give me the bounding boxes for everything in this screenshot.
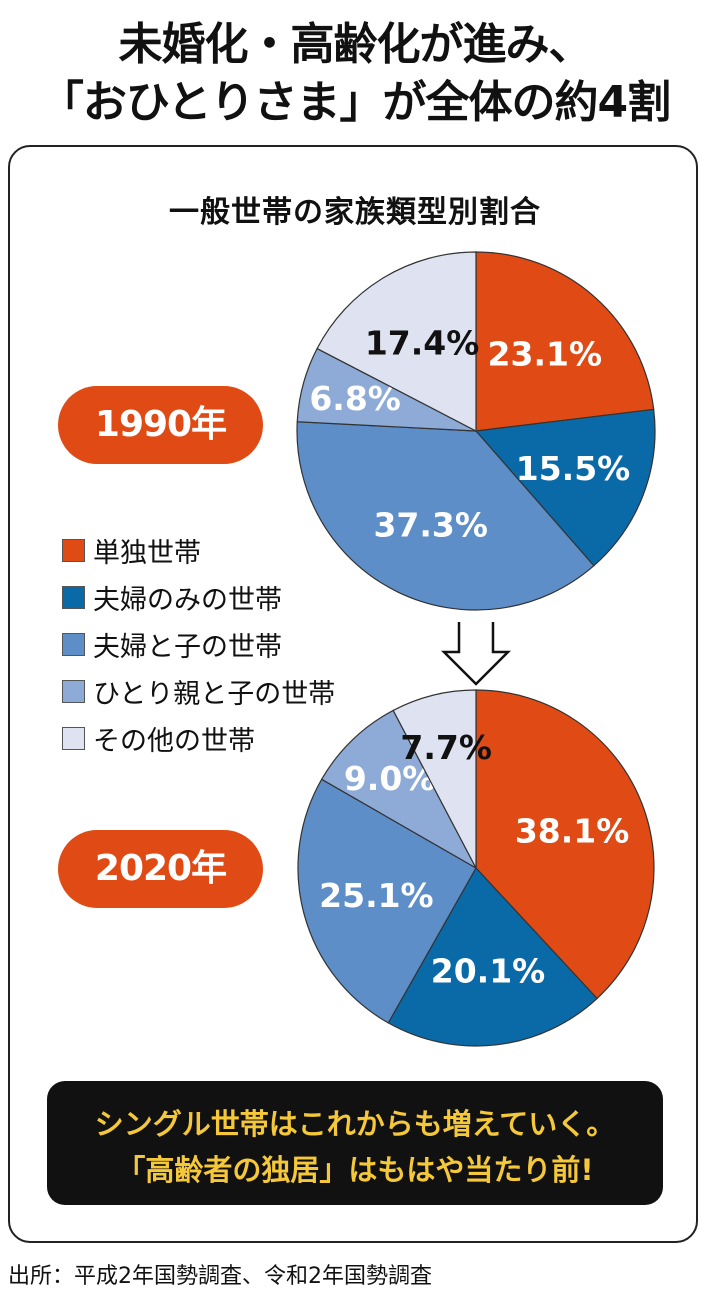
pie-1990-slice-couple-with-children	[296, 421, 595, 611]
year-badge-2020: 2020年	[58, 830, 263, 908]
pie-2020-slice-other	[392, 689, 477, 869]
pie-2020-slice-couple-with-children	[297, 778, 477, 1024]
headline-line-2: 「おひとりさま」が全体の約4割	[39, 77, 671, 128]
legend-item-single-parent: ひとり親と子の世帯	[62, 668, 335, 715]
pie-1990-label-couple-only: 15.5%	[516, 449, 631, 488]
legend-item-couple-with-children: 夫婦と子の世帯	[62, 621, 335, 668]
legend: 単独世帯 夫婦のみの世帯 夫婦と子の世帯 ひとり親と子の世帯 その他の世帯	[62, 527, 335, 762]
legend-swatch-couple-with-children	[62, 633, 85, 656]
pie-2020-slice-single	[475, 689, 655, 1000]
legend-label-single-parent: ひとり親と子の世帯	[93, 679, 336, 710]
pie-2020-label-other: 7.7%	[400, 728, 492, 767]
legend-swatch-single-parent	[62, 680, 85, 703]
pie-2020-slice-couple-only	[387, 866, 598, 1047]
pie-1990-slice-single	[475, 251, 655, 432]
pie-2020-label-couple-only: 20.1%	[431, 952, 546, 991]
pie-2020-label-single-parent: 9.0%	[344, 759, 436, 798]
legend-swatch-couple-only	[62, 586, 85, 609]
pie-2020-label-couple-with-children: 25.1%	[319, 876, 434, 915]
pie-2020-label-single: 38.1%	[515, 811, 630, 850]
pie-1990-label-couple-with-children: 37.3%	[373, 505, 488, 544]
pie-1990-slice-other	[316, 251, 477, 432]
headline-line-1: 未婚化・高齢化が進み、	[118, 19, 593, 70]
pie-1990-label-single-parent: 6.8%	[309, 379, 401, 418]
chart-title: 一般世帯の家族類型別割合	[169, 195, 541, 230]
callout-line-2: 「高齢者の独居」はもはや当たり前!	[116, 1153, 594, 1187]
legend-swatch-single	[62, 539, 85, 562]
year-badge-1990: 1990年	[58, 386, 263, 464]
pie-1990-slice-couple-only	[474, 408, 656, 567]
legend-label-single: 単独世帯	[93, 538, 201, 569]
pie-1990-label-single: 23.1%	[488, 334, 603, 373]
legend-label-other: その他の世帯	[93, 726, 255, 757]
callout-box: シングル世帯はこれからも増えていく。 「高齢者の独居」はもはや当たり前!	[47, 1081, 663, 1205]
pie-2020-slice-single-parent	[320, 709, 478, 870]
pie-1990-label-other: 17.4%	[365, 323, 480, 362]
legend-item-other: その他の世帯	[62, 715, 335, 762]
source-note: 出所：平成2年国勢調査、令和2年国勢調査	[8, 1264, 432, 1289]
legend-label-couple-with-children: 夫婦と子の世帯	[93, 632, 282, 663]
down-arrow-icon	[440, 622, 512, 686]
callout-line-1: シングル世帯はこれからも増えていく。	[94, 1107, 616, 1141]
legend-swatch-other	[62, 727, 85, 750]
legend-label-couple-only: 夫婦のみの世帯	[93, 585, 282, 616]
legend-item-single: 単独世帯	[62, 527, 335, 574]
legend-item-couple-only: 夫婦のみの世帯	[62, 574, 335, 621]
